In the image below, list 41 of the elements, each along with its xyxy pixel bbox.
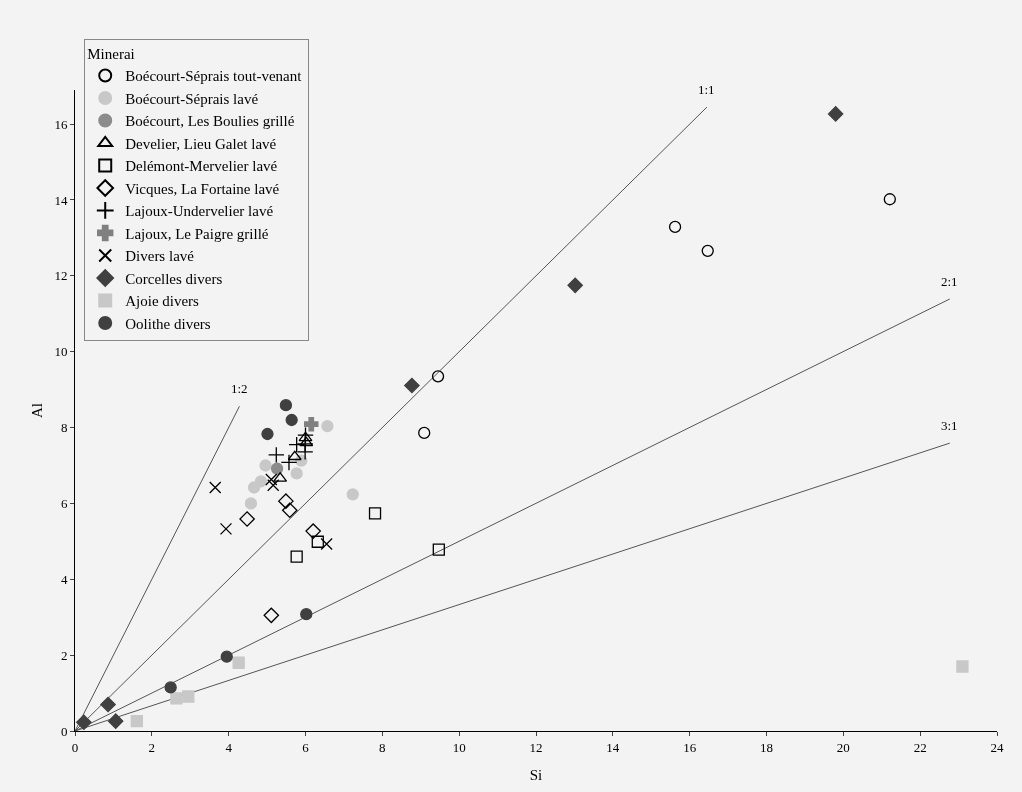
y-axis-title: Al <box>28 403 45 418</box>
legend-label: Divers lavé <box>125 248 195 265</box>
legend-title: Minerai <box>87 46 135 63</box>
x-tick-label: 0 <box>71 739 79 755</box>
x-tick-label: 16 <box>683 739 697 755</box>
x-tick-label: 18 <box>760 739 773 755</box>
x-tick-label: 8 <box>379 739 386 755</box>
legend-label: Develier, Lieu Galet lavé <box>125 135 277 152</box>
x-tick-label: 10 <box>452 739 466 755</box>
x-tick-label: 22 <box>913 739 927 755</box>
legend-label: Corcelles divers <box>125 270 223 287</box>
legend-label: Vicques, La Fortaine lavé <box>125 180 280 197</box>
x-tick-label: 12 <box>529 739 543 755</box>
y-tick-label: 14 <box>54 192 68 208</box>
series-label: 3:1 <box>941 418 958 433</box>
series-label: 1:1 <box>698 82 715 97</box>
legend-label: Boécourt-Séprais tout-venant <box>125 68 303 85</box>
y-tick-label: 16 <box>54 116 68 132</box>
legend-label: Oolithe divers <box>125 315 211 332</box>
series-label: 2:1 <box>941 274 958 289</box>
x-axis-title: Si <box>529 766 543 783</box>
y-tick-label: 8 <box>60 420 68 436</box>
legend-label: Boécourt-Séprais lavé <box>125 90 259 107</box>
x-tick-label: 4 <box>225 739 233 755</box>
legend-label: Lajoux, Le Paigre grillé <box>125 225 269 242</box>
legend-label: Lajoux-Undervelier lavé <box>125 203 274 220</box>
x-tick-label: 20 <box>836 739 850 755</box>
x-tick-label: 2 <box>148 739 156 755</box>
x-tick-label: 6 <box>302 739 310 755</box>
y-tick-label: 12 <box>54 268 68 284</box>
legend-label: Boécourt, Les Boulies grillé <box>125 113 295 130</box>
y-tick-label: 2 <box>60 647 68 663</box>
y-tick-label: 4 <box>60 571 68 587</box>
x-tick-label: 24 <box>990 739 1004 755</box>
legend-label: Delémont-Mervelier lavé <box>125 158 278 175</box>
legend-label: Ajoie divers <box>125 293 200 310</box>
y-tick-label: 10 <box>54 344 68 360</box>
x-tick-label: 14 <box>606 739 620 755</box>
y-tick-label: 0 <box>60 723 68 739</box>
series-label: 1:2 <box>231 381 248 396</box>
y-tick-label: 6 <box>60 495 68 511</box>
